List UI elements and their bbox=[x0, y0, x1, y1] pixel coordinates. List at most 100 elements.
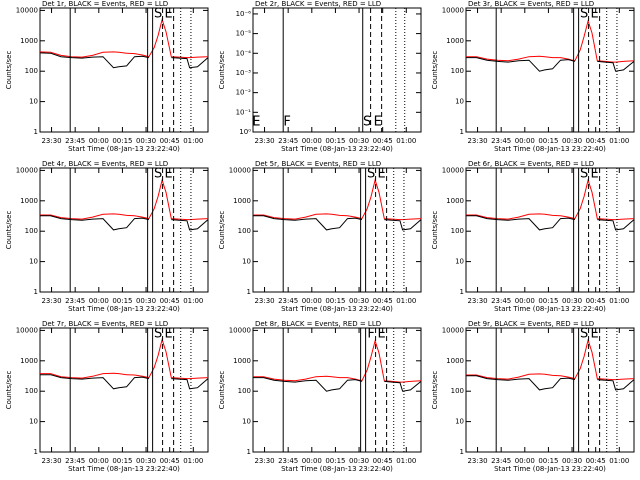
y-tick-label: 1 bbox=[34, 448, 38, 456]
y-tick-label: 10 bbox=[242, 258, 251, 266]
y-axis-label: Counts/sec bbox=[431, 211, 439, 250]
y-tick-label: 10000 bbox=[442, 326, 464, 334]
y-tick-label: 10⁻⁶ bbox=[236, 10, 252, 18]
x-tick-label: 00:00 bbox=[515, 297, 535, 305]
x-tick-label: 00:00 bbox=[89, 457, 109, 465]
x-tick-label: 00:15 bbox=[112, 457, 132, 465]
plot-frame bbox=[39, 7, 209, 133]
y-axis-label: Counts/sec bbox=[5, 51, 13, 90]
annotation: S bbox=[363, 115, 371, 130]
x-tick-label: 00:30 bbox=[562, 137, 582, 145]
y-tick-label: 1 bbox=[460, 448, 464, 456]
x-tick-label: 23:45 bbox=[278, 137, 298, 145]
chart-title: Det 2r, BLACK = Events, RED = LLD bbox=[255, 0, 381, 8]
x-tick-label: 00:45 bbox=[586, 137, 606, 145]
y-tick-label: 10 bbox=[29, 258, 38, 266]
x-tick-label: 01:00 bbox=[609, 297, 629, 305]
annotation: F bbox=[283, 115, 290, 130]
x-axis-label: Start Time (08-Jan-13 23:22:40) bbox=[281, 305, 393, 313]
y-tick-label: 1000 bbox=[20, 37, 38, 45]
chart-title: Det 5r, BLACK = Events, RED = LLD bbox=[255, 160, 381, 168]
y-tick-label: 100 bbox=[238, 387, 251, 395]
x-axis-label: Start Time (08-Jan-13 23:22:40) bbox=[68, 145, 180, 153]
x-tick-label: 23:30 bbox=[467, 297, 487, 305]
x-tick-label: 00:30 bbox=[349, 137, 369, 145]
x-tick-label: 00:45 bbox=[160, 137, 180, 145]
x-tick-label: 23:30 bbox=[41, 137, 61, 145]
y-tick-label: 10⁻³ bbox=[236, 69, 252, 77]
x-tick-label: 00:45 bbox=[586, 457, 606, 465]
y-tick-label: 1 bbox=[247, 288, 251, 296]
x-tick-label: 00:15 bbox=[325, 457, 345, 465]
chart-title: Det 8r, BLACK = Events, RED = LLD bbox=[255, 320, 381, 328]
series-line bbox=[466, 375, 635, 391]
y-tick-label: 10⁰ bbox=[239, 128, 251, 136]
x-tick-label: 23:45 bbox=[65, 457, 85, 465]
x-tick-label: 23:30 bbox=[41, 457, 61, 465]
y-tick-label: 100 bbox=[238, 227, 251, 235]
y-tick-label: 1 bbox=[460, 128, 464, 136]
x-tick-label: 00:45 bbox=[160, 457, 180, 465]
x-tick-label: 00:30 bbox=[562, 457, 582, 465]
series-line bbox=[40, 374, 209, 390]
x-tick-label: 23:30 bbox=[254, 297, 274, 305]
y-axis-label: Counts/sec bbox=[5, 371, 13, 410]
x-tick-label: 00:15 bbox=[325, 297, 345, 305]
x-tick-label: 01:00 bbox=[183, 137, 203, 145]
x-axis-label: Start Time (08-Jan-13 23:22:40) bbox=[68, 305, 180, 313]
x-tick-label: 00:30 bbox=[349, 457, 369, 465]
annotation: E bbox=[165, 327, 173, 342]
series-line bbox=[40, 178, 209, 221]
x-tick-label: 01:00 bbox=[396, 297, 416, 305]
x-tick-label: 00:00 bbox=[89, 297, 109, 305]
plot-frame bbox=[252, 327, 422, 453]
y-tick-label: 100 bbox=[25, 387, 38, 395]
annotation: E bbox=[378, 327, 386, 342]
x-tick-label: 23:30 bbox=[254, 457, 274, 465]
y-tick-label: 10⁻⁵ bbox=[236, 30, 252, 38]
plot-frame bbox=[39, 327, 209, 453]
x-tick-label: 23:45 bbox=[278, 457, 298, 465]
chart-title: Det 4r, BLACK = Events, RED = LLD bbox=[42, 160, 168, 168]
x-tick-label: 00:45 bbox=[373, 457, 393, 465]
series-line bbox=[466, 338, 635, 381]
plot-frame bbox=[252, 167, 422, 293]
chart-title: Det 1r, BLACK = Events, RED = LLD bbox=[42, 0, 168, 8]
y-tick-label: 1000 bbox=[20, 357, 38, 365]
y-tick-label: 10000 bbox=[16, 326, 38, 334]
y-axis-label: Counts/sec bbox=[431, 371, 439, 410]
plot-frame bbox=[465, 327, 635, 453]
y-tick-label: 10 bbox=[242, 418, 251, 426]
series-line bbox=[253, 215, 422, 231]
x-tick-label: 01:00 bbox=[396, 457, 416, 465]
series-line bbox=[40, 215, 209, 231]
x-tick-label: 00:30 bbox=[349, 297, 369, 305]
x-axis-label: Start Time (08-Jan-13 23:22:40) bbox=[494, 305, 606, 313]
chart-title: Det 9r, BLACK = Events, RED = LLD bbox=[468, 320, 594, 328]
x-axis-label: Start Time (08-Jan-13 23:22:40) bbox=[281, 145, 393, 153]
chart-title: Det 6r, BLACK = Events, RED = LLD bbox=[468, 160, 594, 168]
y-tick-label: 1000 bbox=[233, 357, 251, 365]
x-tick-label: 23:45 bbox=[65, 297, 85, 305]
series-line bbox=[39, 52, 209, 69]
x-tick-label: 23:45 bbox=[491, 297, 511, 305]
y-tick-label: 100 bbox=[25, 67, 38, 75]
y-tick-label: 1000 bbox=[446, 197, 464, 205]
y-tick-label: 10 bbox=[29, 418, 38, 426]
chart-title: Det 3r, BLACK = Events, RED = LLD bbox=[468, 0, 594, 8]
x-tick-label: 00:00 bbox=[302, 137, 322, 145]
series-line bbox=[466, 215, 635, 231]
annotation: E bbox=[252, 115, 260, 130]
y-tick-label: 10000 bbox=[442, 166, 464, 174]
x-axis-label: Start Time (08-Jan-13 23:22:40) bbox=[68, 465, 180, 473]
y-tick-label: 100 bbox=[25, 227, 38, 235]
x-tick-label: 01:00 bbox=[609, 137, 629, 145]
annotation: E bbox=[591, 327, 599, 342]
chart-title: Det 7r, BLACK = Events, RED = LLD bbox=[42, 320, 168, 328]
x-tick-label: 23:30 bbox=[467, 137, 487, 145]
x-tick-label: 00:15 bbox=[538, 137, 558, 145]
annotation: E bbox=[374, 115, 382, 130]
x-tick-label: 00:30 bbox=[136, 137, 156, 145]
x-tick-label: 00:15 bbox=[112, 137, 132, 145]
